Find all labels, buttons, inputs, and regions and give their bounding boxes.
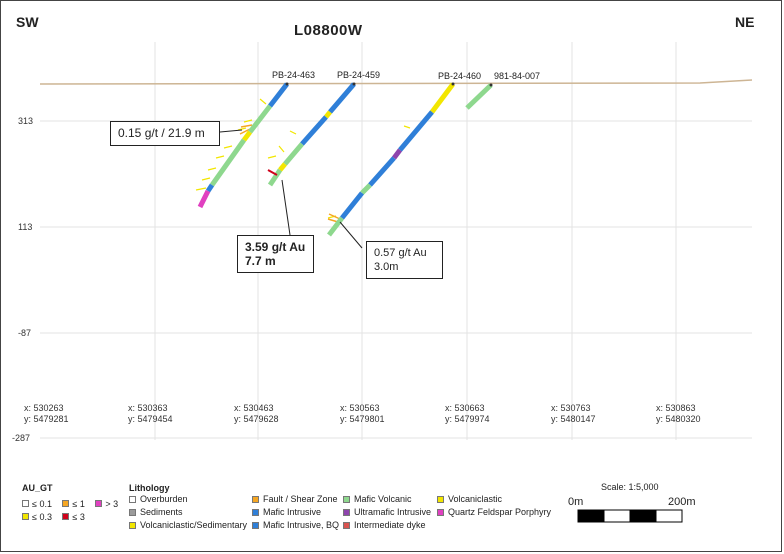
coordinate-label: x: 530563 y: 5479801 — [340, 403, 385, 424]
coordinate-label: x: 530663 y: 5479974 — [445, 403, 490, 424]
assay-ticks-orange — [239, 124, 341, 223]
assay-callout-463: 0.15 g/t / 21.9 m — [110, 121, 220, 146]
ne-direction-label: NE — [735, 14, 755, 30]
au-legend-item: ≤ 3 — [62, 512, 85, 522]
au-legend-row-1: ≤ 0.1 ≤ 1 > 3 — [22, 494, 124, 512]
au-legend-item: ≤ 0.1 — [22, 499, 52, 509]
hole-459-seg-6 — [267, 168, 283, 187]
hole-459-seg-5 — [278, 162, 287, 172]
coordinate-label: x: 530863 y: 5480320 — [656, 403, 701, 424]
elevation-label: -87 — [18, 328, 32, 338]
hole-463-seg-6 — [197, 189, 211, 209]
sw-direction-label: SW — [16, 14, 39, 30]
lithology-legend-item: Mafic Intrusive — [252, 507, 321, 517]
section-title: L08800W — [294, 22, 363, 39]
coordinate-label: x: 530463 y: 5479628 — [234, 403, 279, 424]
drill-hole-label: PB-24-459 — [337, 70, 381, 80]
drill-hole-label: PB-24-460 — [438, 71, 482, 81]
hole-460-seg-3 — [392, 148, 402, 160]
hole-463-seg-2 — [248, 104, 272, 134]
elevation-label: -287 — [12, 433, 31, 443]
collar-markers — [285, 82, 493, 87]
hole-460-seg-6 — [340, 191, 364, 220]
elevation-label: 313 — [18, 116, 34, 126]
au-legend-item: > 3 — [95, 499, 118, 509]
drill-hole-label: 981-84-007 — [494, 71, 541, 81]
callout-leaders — [219, 129, 363, 249]
scale-end-label: 200m — [668, 496, 696, 508]
hole-459-seg-4 — [283, 142, 304, 166]
lithology-legend-item: Volcaniclastic — [437, 494, 502, 504]
au-legend-item: ≤ 1 — [62, 499, 85, 509]
hole-459-seg-2 — [324, 110, 332, 119]
au-legend-row-2: ≤ 0.3 ≤ 3 — [22, 507, 91, 525]
lithology-legend-item: Volcaniclastic/Sedimentary — [129, 520, 247, 530]
scale-label: Scale: 1:5,000 — [601, 482, 659, 492]
lithology-legend-item: Mafic Intrusive, BQ — [252, 520, 339, 530]
scale-start-label: 0m — [568, 496, 584, 508]
drill-holes — [197, 82, 493, 237]
drill-hole-label: PB-24-463 — [272, 70, 316, 80]
hole-459-seg-3 — [300, 115, 328, 146]
hole-459-seg-1 — [328, 82, 356, 114]
topography-line — [39, 79, 753, 85]
scale-bar — [577, 509, 683, 523]
hole-463-seg-3 — [242, 130, 252, 142]
hole-463-seg-1 — [268, 82, 289, 108]
coordinate-label: x: 530363 y: 5479454 — [128, 403, 173, 424]
au-legend-title: AU_GT — [22, 483, 53, 493]
hole-459-high-grade-tick — [267, 169, 278, 176]
lithology-legend-item: Fault / Shear Zone — [252, 494, 338, 504]
hole-460-seg-4 — [368, 156, 396, 187]
assay-callout-459: 3.59 g/t Au 7.7 m — [237, 235, 314, 273]
au-legend-item: ≤ 0.3 — [22, 512, 52, 522]
hole-460-seg-1 — [430, 82, 455, 114]
hole-463-seg-4 — [209, 138, 247, 187]
coordinate-label: x: 530263 y: 5479281 — [24, 403, 69, 424]
hole-460-seg-5 — [360, 183, 372, 195]
hole-463-seg-5 — [205, 183, 215, 193]
hole-460-seg-7 — [327, 216, 344, 237]
assay-callout-460: 0.57 g/t Au 3.0m — [366, 241, 443, 279]
elevation-label: 113 — [18, 222, 33, 232]
assay-ticks — [195, 85, 411, 219]
lithology-legend-title: Lithology — [129, 483, 170, 493]
lithology-legend-item: Sediments — [129, 507, 183, 517]
lithology-legend-item: Mafic Volcanic — [343, 494, 412, 504]
hole-007-seg-1 — [465, 83, 493, 110]
lithology-legend-item: Quartz Feldspar Porphyry — [437, 507, 551, 517]
lithology-legend-item: Ultramafic Intrusive — [343, 507, 431, 517]
coordinate-label: x: 530763 y: 5480147 — [551, 403, 596, 424]
hole-460-seg-2 — [398, 110, 434, 152]
lithology-legend-item: Intermediate dyke — [343, 520, 426, 530]
lithology-legend-item: Overburden — [129, 494, 188, 504]
